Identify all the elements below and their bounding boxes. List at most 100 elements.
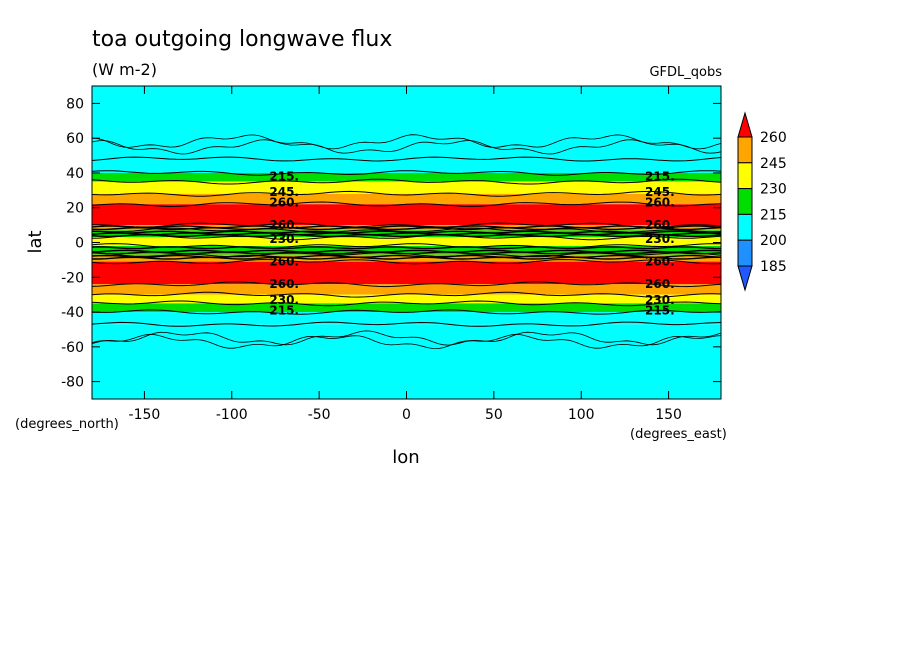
x-tick-label: 0 bbox=[402, 407, 411, 423]
contour-line-3 bbox=[91, 190, 722, 197]
band-fill-1 bbox=[92, 159, 721, 173]
band-fill-14 bbox=[92, 303, 721, 313]
colorbar-label: 215 bbox=[760, 207, 787, 223]
tropical-contour-5 bbox=[91, 233, 722, 238]
contour-line-2 bbox=[91, 178, 722, 185]
y-tick-label: -60 bbox=[61, 340, 84, 356]
band-fill-12 bbox=[92, 284, 721, 295]
colorbar-top-arrow bbox=[737, 111, 753, 138]
tropical-contour-2 bbox=[91, 251, 722, 255]
band-fill-7 bbox=[92, 230, 721, 238]
contour-label: 260. bbox=[269, 255, 299, 269]
x-axis-ticks: -150 -100 -50 0 50 100 150 bbox=[129, 86, 682, 423]
x-tick-label: 150 bbox=[655, 407, 682, 423]
contour-label: 230. bbox=[269, 232, 299, 246]
band-fill-16 bbox=[92, 324, 721, 399]
highlat-contour-1-1 bbox=[91, 333, 722, 350]
contour-label: 215. bbox=[645, 303, 675, 317]
band-fill-0 bbox=[92, 86, 721, 160]
band-fill-13 bbox=[92, 294, 721, 304]
y-tick-label: -40 bbox=[61, 305, 84, 321]
colorbar-segment bbox=[737, 136, 753, 164]
tropical-contour-9 bbox=[91, 225, 722, 229]
band-fill-5 bbox=[92, 204, 721, 226]
contour-label: 215. bbox=[645, 169, 675, 183]
y-axis-label: lat bbox=[25, 230, 46, 253]
tropical-contour-0 bbox=[92, 256, 721, 260]
contour-label: 260. bbox=[269, 277, 299, 291]
y-tick-label: -80 bbox=[61, 375, 84, 391]
contour-label: 260. bbox=[645, 218, 675, 232]
contour-label: 260. bbox=[645, 277, 675, 291]
plot-contours bbox=[91, 134, 722, 350]
colorbar-label: 260 bbox=[760, 130, 787, 146]
contour-line-12 bbox=[91, 291, 722, 298]
highlat-contour-0-1 bbox=[91, 134, 722, 150]
band-fill-3 bbox=[92, 181, 721, 194]
colorbar-segment bbox=[737, 213, 753, 241]
band-fill-11 bbox=[92, 261, 721, 285]
contour-line-6 bbox=[91, 227, 722, 234]
colorbar-label: 230 bbox=[760, 182, 787, 198]
contour-label: 260. bbox=[269, 196, 299, 210]
y-tick-label: 40 bbox=[66, 166, 84, 182]
tropical-contour-1 bbox=[91, 254, 722, 259]
contour-line-10 bbox=[91, 259, 722, 265]
x-tick-label: 50 bbox=[485, 407, 503, 423]
contour-line-15 bbox=[91, 321, 722, 327]
contour-line-7 bbox=[91, 234, 722, 241]
contour-line-4 bbox=[91, 201, 722, 208]
colorbar-label: 200 bbox=[760, 233, 787, 249]
tropical-contour-3 bbox=[91, 249, 722, 253]
tropical-contour-7 bbox=[91, 230, 722, 234]
x-tick-label: 100 bbox=[568, 407, 595, 423]
y-tick-label: 20 bbox=[66, 201, 84, 217]
tropical-contour-8 bbox=[91, 226, 722, 231]
contour-label: 230. bbox=[645, 232, 675, 246]
y-tick-label: 0 bbox=[75, 236, 84, 252]
contour-line-11 bbox=[91, 281, 722, 288]
colorbar: 260 245 230 215 200 185 bbox=[737, 111, 787, 292]
x-tick-label: -50 bbox=[308, 407, 331, 423]
plot-fills bbox=[92, 86, 721, 399]
y-tick-label: 60 bbox=[66, 131, 84, 147]
contour-label: 260. bbox=[269, 218, 299, 232]
contour-line-13 bbox=[91, 300, 722, 307]
contour-line-14 bbox=[91, 309, 722, 315]
y-tick-label: 80 bbox=[66, 96, 84, 112]
colorbar-bottom-arrow bbox=[737, 265, 753, 292]
x-tick-label: -150 bbox=[129, 407, 161, 423]
colorbar-segment bbox=[737, 162, 753, 190]
colorbar-label: 245 bbox=[760, 156, 787, 172]
contour-label: 215. bbox=[269, 303, 299, 317]
colorbar-label: 185 bbox=[760, 259, 787, 275]
contour-label: 215. bbox=[269, 169, 299, 183]
contour-label: 260. bbox=[645, 255, 675, 269]
contour-line-0 bbox=[91, 156, 722, 162]
chart-title: toa outgoing longwave flux bbox=[92, 27, 392, 52]
x-axis-label: lon bbox=[392, 447, 419, 468]
y-axis-ticks: 80 60 40 20 0 -20 -40 -60 -80 bbox=[61, 96, 721, 391]
chart-units: (W m-2) bbox=[92, 60, 157, 79]
contour-label: 260. bbox=[645, 196, 675, 210]
x-units-label: (degrees_east) bbox=[630, 427, 727, 442]
contour-label: 230. bbox=[269, 293, 299, 307]
highlat-contour-1-0 bbox=[91, 330, 722, 346]
contour-line-1 bbox=[91, 170, 722, 176]
contour-label: 230. bbox=[645, 293, 675, 307]
y-tick-label: -20 bbox=[61, 270, 84, 286]
model-label: GFDL_qobs bbox=[649, 65, 722, 80]
y-units-label: (degrees_north) bbox=[15, 417, 119, 432]
contour-line-5 bbox=[92, 222, 722, 228]
x-tick-label: -100 bbox=[216, 407, 248, 423]
band-fill-8 bbox=[92, 237, 721, 246]
tropical-contour-4 bbox=[91, 246, 722, 250]
contour-label: 245. bbox=[269, 185, 299, 199]
band-fill-15 bbox=[92, 312, 721, 325]
colorbar-segment bbox=[737, 188, 753, 215]
colorbar-segment bbox=[737, 239, 753, 267]
highlat-contour-0-0 bbox=[91, 139, 722, 155]
contour-label: 245. bbox=[645, 185, 675, 199]
contour-labels: 215. 215.245. 245.260. 260.260. 260.230. 230.… bbox=[269, 169, 674, 317]
